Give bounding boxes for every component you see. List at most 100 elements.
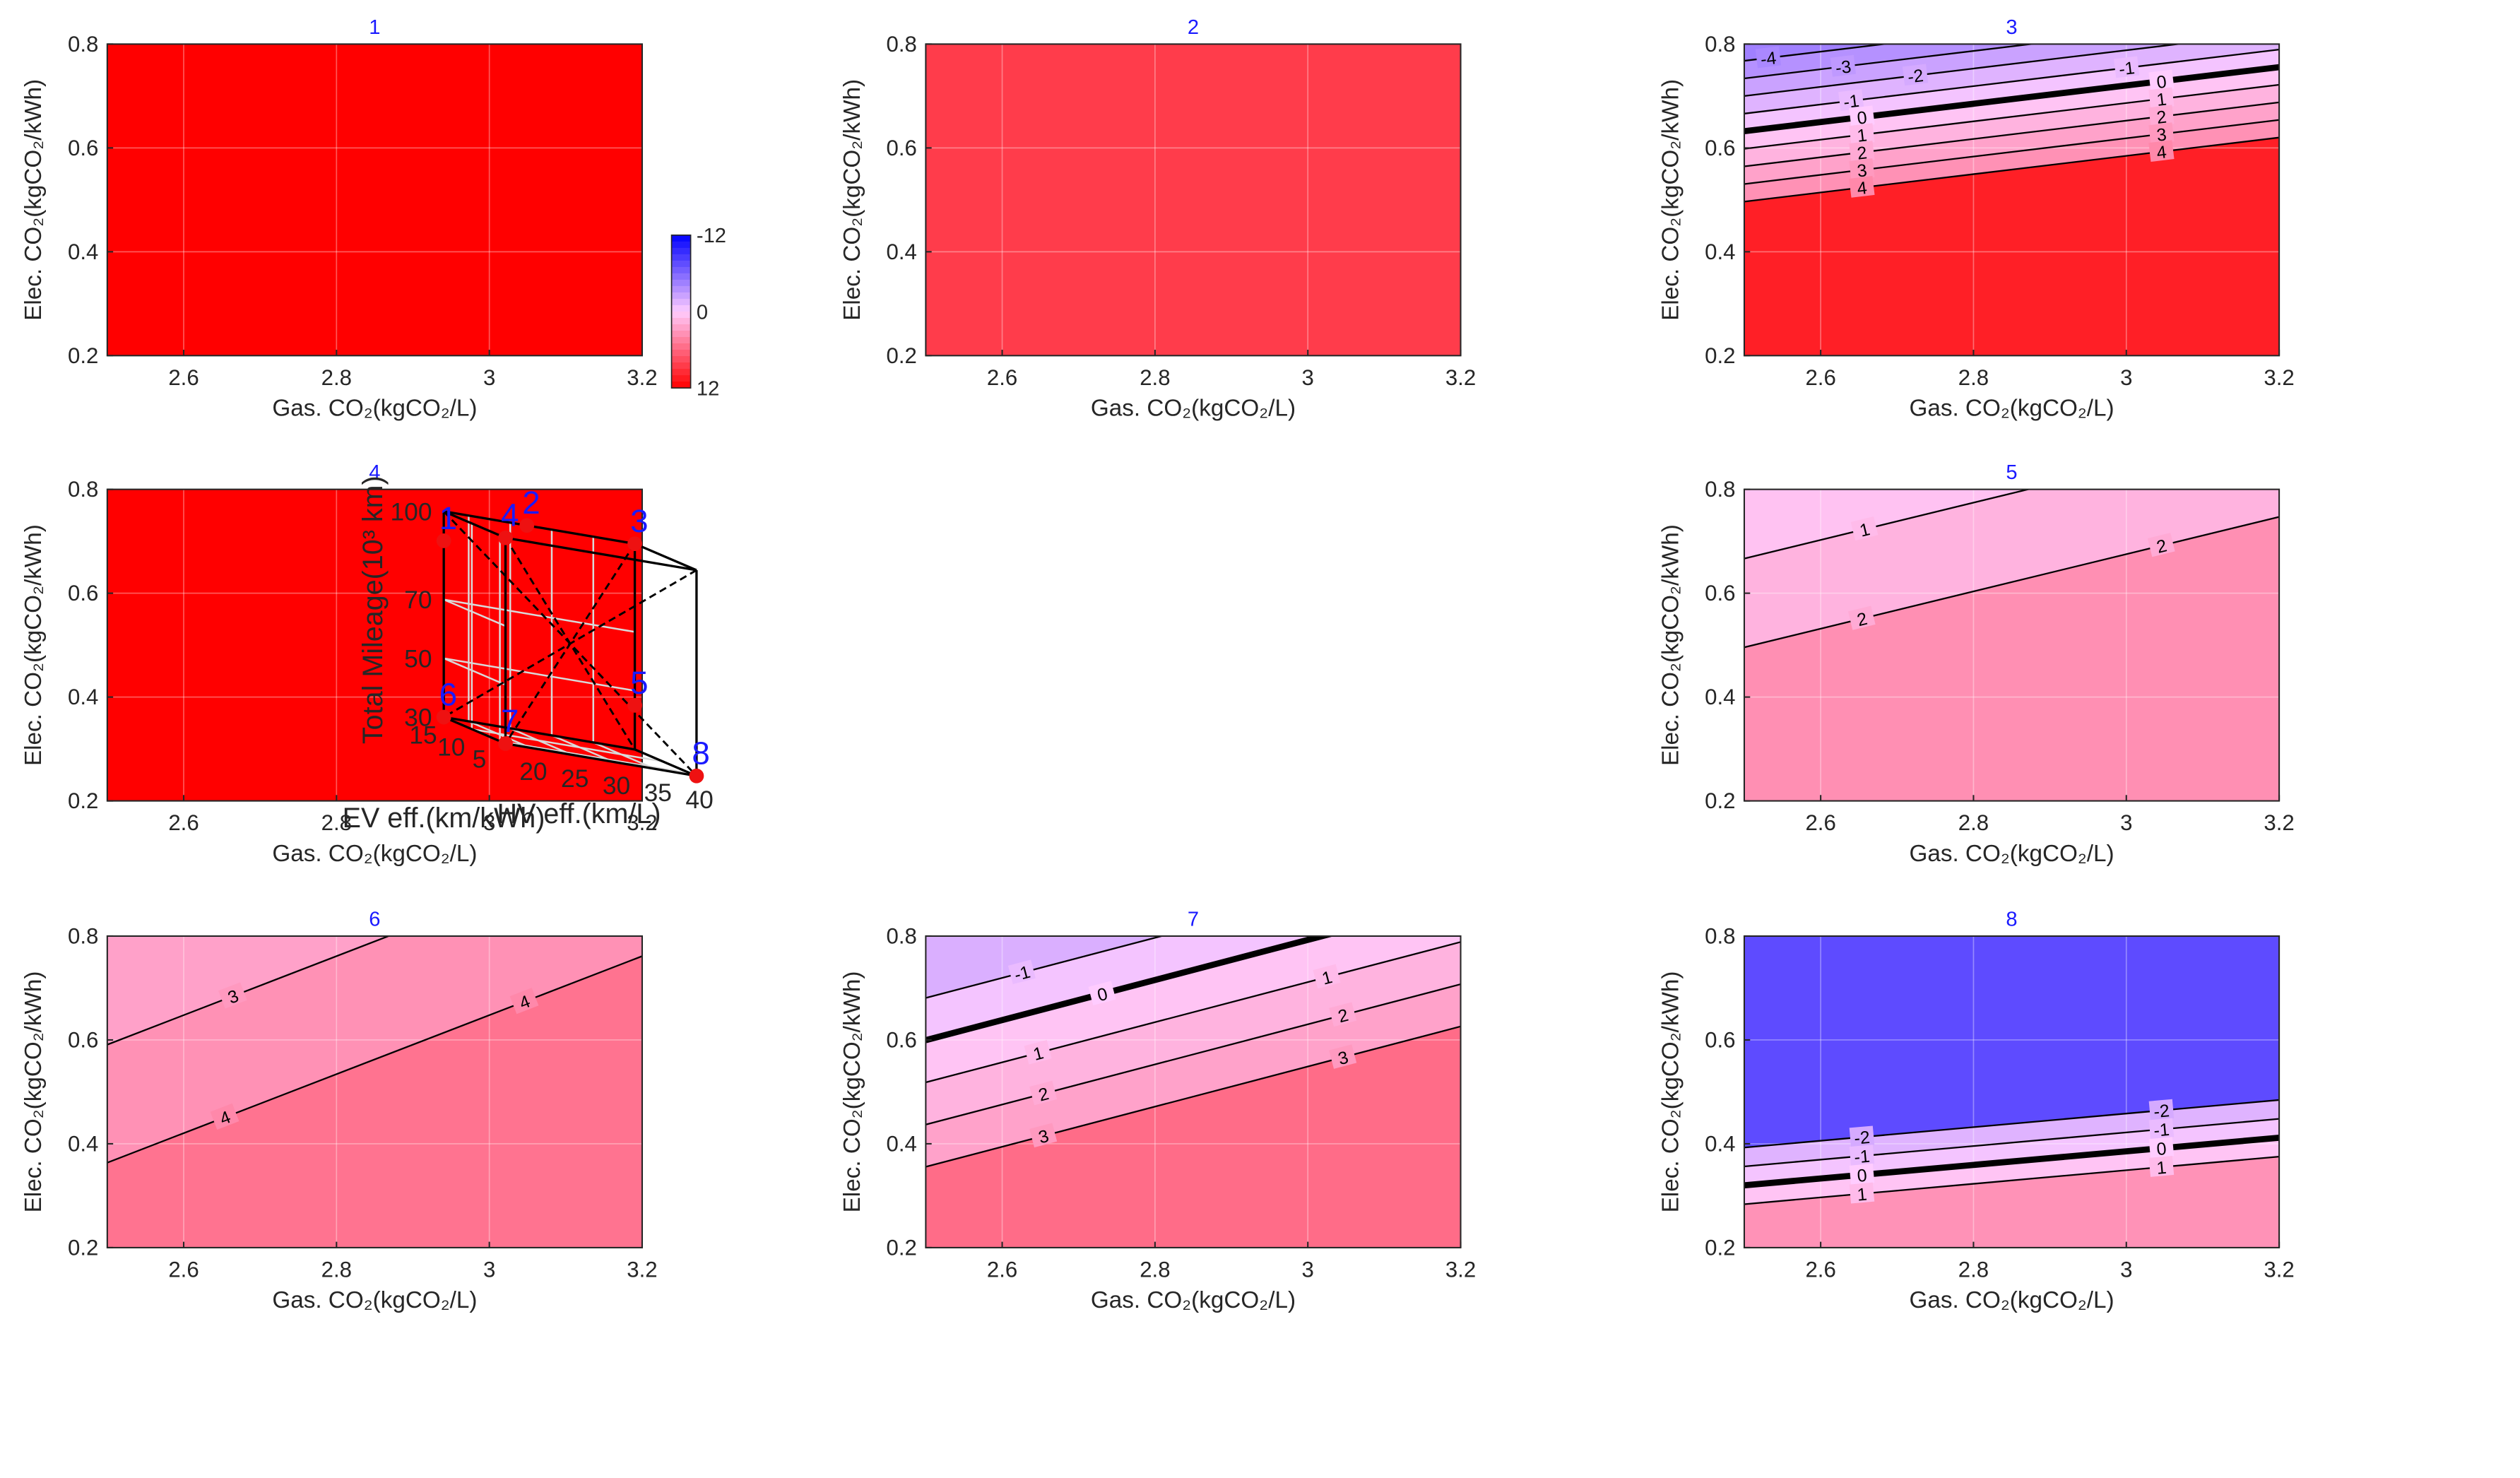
contour-panel-1: 1 2.6 2.8 3 3.2 0.2 0.4 0.6 0.8 Gas. CO₂(kgCO₂/L)… — [20, 16, 657, 422]
contour-label-text: 4 — [1856, 178, 1868, 199]
point-6 — [436, 709, 451, 725]
x-axis-label: Gas. CO₂(kgCO₂/L) — [1091, 396, 1296, 422]
contour-band — [107, 955, 642, 1248]
x-tick-label: 2.8 — [1958, 365, 1989, 390]
y-tick-label: 0.4 — [68, 685, 98, 709]
y-tick-label: 0.2 — [68, 343, 98, 368]
colorbar-swatch — [671, 235, 691, 242]
contour-label-text: 3 — [2155, 124, 2167, 145]
colorbar-swatch — [671, 369, 691, 376]
x-tick-label: 3 — [2120, 810, 2132, 835]
x-tick-label: 3 — [483, 1258, 495, 1282]
contour-label: 3 — [1849, 158, 1875, 182]
x-tick-label: 2.6 — [1805, 810, 1835, 835]
contour-label: 4 — [1849, 175, 1875, 199]
contour-label: 0 — [2148, 69, 2175, 93]
y-axis-label: Elec. CO₂(kgCO₂/kWh) — [20, 79, 47, 321]
x-axis-label: Gas. CO₂(kgCO₂/L) — [272, 841, 477, 867]
z-axis-label: Total Mileage(10³ km) — [357, 475, 389, 744]
contour-fill — [1744, 44, 2280, 356]
colorbar-swatch — [671, 266, 691, 274]
y-tick-label: 0.4 — [1705, 240, 1735, 264]
box-edge — [443, 510, 507, 539]
y-tick-label: 0.2 — [887, 1235, 917, 1260]
y-axis-label: Elec. CO₂(kgCO₂/kWh) — [20, 971, 47, 1212]
contour-label: 0 — [2148, 1137, 2175, 1159]
z-tick-label: 50 — [404, 645, 432, 673]
x-tick-label: 3 — [2120, 1258, 2132, 1282]
contour-label: -2 — [2148, 1099, 2175, 1122]
contour-labels: 1 2 2 — [1847, 516, 2175, 630]
y-tick-label: 10 — [437, 733, 465, 761]
colorbar-swatch — [671, 285, 691, 293]
x-tick-label: 2.8 — [321, 1258, 352, 1282]
contour-label-bg — [1830, 54, 1857, 77]
contour-lines — [1744, 1099, 2280, 1205]
x-tick-label: 2.6 — [987, 365, 1017, 390]
contour-label-bg — [1088, 981, 1116, 1005]
y-tick-label: 0.6 — [1705, 1027, 1735, 1052]
x-tick-label: 3.2 — [627, 365, 657, 390]
contour-fill — [107, 44, 642, 356]
diagonals — [443, 510, 697, 777]
x-axis-label: Gas. CO₂(kgCO₂/L) — [1909, 841, 2114, 867]
contour-label-bg — [1849, 1145, 1875, 1166]
contour-label: -1 — [1849, 1145, 1875, 1167]
grid-line — [443, 657, 507, 686]
colorbar-swatch — [671, 279, 691, 287]
contour-label: -1 — [2148, 1118, 2175, 1141]
contour-label-text: -1 — [2153, 1120, 2170, 1141]
x-tick-label: 3 — [1302, 365, 1314, 390]
contour-label-text: -3 — [1835, 57, 1852, 78]
grid — [107, 935, 642, 1248]
x-tick-label: 3.2 — [627, 810, 657, 835]
colorbar-swatch — [671, 362, 691, 370]
contour-fill — [925, 44, 1461, 356]
contour-label-bg — [1849, 105, 1875, 128]
contour-label-bg — [1007, 959, 1036, 985]
contour-label: 4 — [2148, 140, 2175, 163]
contour-label-text: -2 — [2153, 1101, 2170, 1122]
point-label: 8 — [692, 735, 709, 771]
contour-label-text: 0 — [1856, 1166, 1867, 1186]
contour-label: 1 — [1850, 516, 1879, 541]
y-tick-label: 0.8 — [887, 923, 917, 948]
contour-label-bg — [1849, 1163, 1875, 1185]
contour-line — [925, 983, 1461, 1125]
contour-label-bg — [2148, 1155, 2175, 1177]
contour-band — [107, 489, 642, 801]
contour-label-bg — [1849, 1182, 1875, 1204]
contour-line — [925, 941, 1461, 1084]
contour-label-text: 3 — [1336, 1048, 1351, 1070]
axes-box — [1743, 488, 2281, 802]
colorbar-swatch — [671, 305, 691, 312]
contour-label-text: -4 — [1760, 48, 1777, 69]
diagonal — [443, 569, 697, 719]
point-3 — [627, 536, 642, 551]
x-tick-label: 2.8 — [321, 810, 352, 835]
contour-label: 1 — [1024, 1039, 1052, 1065]
point-5 — [627, 697, 642, 713]
x-axis-label: Gas. CO₂(kgCO₂/L) — [272, 396, 477, 422]
contour-panel-6: 3 4 4 6 2.6 2.8 3 3.2 0.2 0.4 0.6 0.8 Gas. CO₂(kgCO₂… — [20, 908, 657, 1313]
box-edge — [443, 716, 507, 745]
x-tick-label: 2.6 — [168, 810, 199, 835]
contour-panel-4: 4 2.6 2.8 3 3.2 0.2 0.4 0.6 0.8 Gas. CO₂(kgCO₂/L)… — [20, 461, 657, 867]
contour-line — [1744, 119, 2280, 185]
points: 1 2 3 4 5 6 7 8 — [436, 485, 710, 784]
contour-lines — [925, 935, 1461, 1168]
y-tick-label: 0.8 — [68, 477, 98, 502]
x-tick-label: 2.8 — [321, 365, 352, 390]
colorbar-swatch — [671, 317, 691, 325]
contour-label-text: 1 — [1320, 967, 1335, 989]
contour-label-bg — [1849, 175, 1875, 198]
box-edge — [634, 543, 697, 572]
contour-label-bg — [1029, 1123, 1058, 1148]
x-tick-label: 2.6 — [1805, 365, 1835, 390]
grid-line — [443, 598, 507, 627]
zero-contour-line — [1744, 64, 2280, 135]
contour-label-bg — [210, 1103, 239, 1130]
